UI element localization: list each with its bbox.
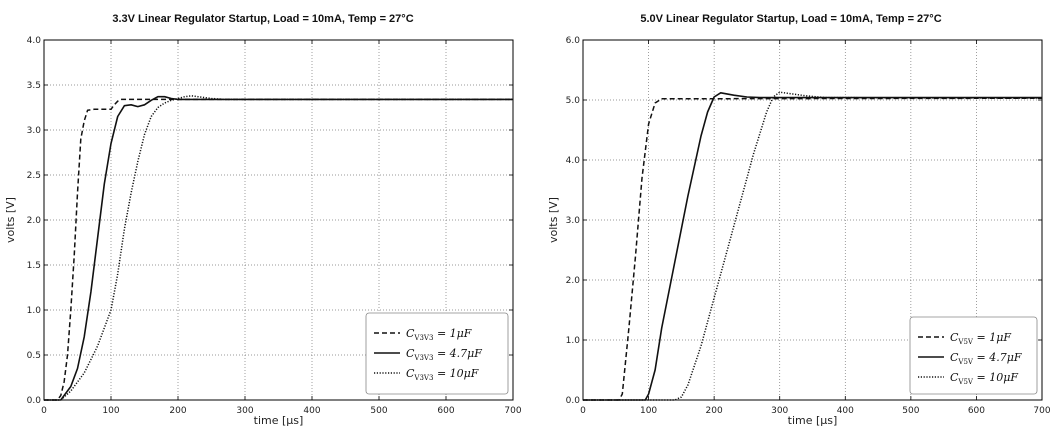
chart-0-legend-label-2-main: C bbox=[406, 367, 415, 380]
chart-0-ylabel: volts [V] bbox=[4, 197, 17, 243]
chart-1-ytick-label-3: 3.0 bbox=[566, 216, 581, 226]
chart-0-ytick-label-6: 3.0 bbox=[27, 126, 42, 136]
chart-0-ytick-label-0: 0.0 bbox=[27, 396, 42, 406]
chart-1-legend-label-2-sub: V5V bbox=[957, 378, 974, 386]
chart-1-ytick-label-4: 4.0 bbox=[566, 156, 581, 166]
chart-0-xtick-label-3: 300 bbox=[236, 406, 253, 416]
chart-0-ytick-label-3: 1.5 bbox=[27, 261, 41, 271]
chart-panel-left: 3.3V Linear Regulator Startup, Load = 10… bbox=[0, 0, 527, 428]
chart-0-ytick-label-5: 2.5 bbox=[27, 171, 41, 181]
chart-1-ylabel: volts [V] bbox=[547, 197, 560, 243]
chart-1-series-1-line bbox=[583, 92, 1042, 401]
chart-1-legend-label-1-sub: V5V bbox=[957, 358, 974, 366]
chart-1-series-2-line bbox=[583, 91, 1043, 401]
chart-1-xtick-label-4: 400 bbox=[837, 406, 854, 416]
chart-0-xtick-label-1: 100 bbox=[102, 406, 119, 416]
chart-0-legend-label-2-sub: V3V3 bbox=[413, 374, 433, 382]
chart-1-legend-label-2: CV5V = 10μF bbox=[950, 371, 1018, 386]
chart-0-legend-label-1-rest: = 4.7μF bbox=[433, 347, 482, 360]
chart-1-ytick-label-5: 5.0 bbox=[566, 96, 581, 106]
chart-0-legend-label-1: CV3V3 = 4.7μF bbox=[406, 347, 482, 362]
chart-0-xtick-label-4: 400 bbox=[303, 406, 320, 416]
chart-0-legend-label-1-main: C bbox=[406, 347, 415, 360]
chart-1-ytick-label-1: 1.0 bbox=[566, 336, 581, 346]
chart-0-legend-label-2-rest: = 10μF bbox=[433, 367, 478, 380]
chart-1-xtick-label-5: 500 bbox=[902, 406, 919, 416]
chart-0-series-2-line bbox=[44, 95, 513, 401]
chart-1-series-0-line bbox=[583, 97, 1043, 401]
chart-1-legend-label-0-main: C bbox=[950, 331, 959, 344]
chart-1-svg: 5.0V Linear Regulator Startup, Load = 10… bbox=[547, 13, 1051, 427]
chart-0-xtick-label-0: 0 bbox=[41, 406, 47, 416]
chart-1-xtick-label-6: 600 bbox=[968, 406, 985, 416]
chart-1-xtick-label-0: 0 bbox=[580, 406, 586, 416]
chart-1-xlabel: time [μs] bbox=[788, 414, 838, 427]
chart-1-grid bbox=[583, 40, 1042, 400]
chart-panel-right: 5.0V Linear Regulator Startup, Load = 10… bbox=[527, 0, 1055, 428]
chart-0-series-0-line bbox=[44, 98, 513, 401]
chart-1-xtick-label-3: 300 bbox=[771, 406, 788, 416]
chart-1-legend-box bbox=[909, 316, 1038, 395]
chart-1-ytick-label-6: 6.0 bbox=[566, 36, 581, 46]
chart-1-legend-label-0-sub: V5V bbox=[957, 338, 974, 346]
chart-0-svg: 3.3V Linear Regulator Startup, Load = 10… bbox=[4, 13, 522, 427]
chart-0-legend-label-0: CV3V3 = 1μF bbox=[406, 327, 472, 342]
chart-1-legend-label-0-rest: = 1μF bbox=[973, 331, 1011, 344]
chart-1-ytick-label-0: 0.0 bbox=[566, 396, 581, 406]
chart-1-xtick-label-7: 700 bbox=[1033, 406, 1050, 416]
chart-0-legend-label-2: CV3V3 = 10μF bbox=[406, 367, 479, 382]
chart-1-legend-label-1-rest: = 4.7μF bbox=[973, 351, 1022, 364]
chart-0-ytick-label-7: 3.5 bbox=[27, 81, 41, 91]
chart-0-series-1-line bbox=[44, 95, 513, 401]
chart-0-legend-label-1-sub: V3V3 bbox=[413, 354, 433, 362]
chart-1-legend-label-0: CV5V = 1μF bbox=[950, 331, 1011, 346]
chart-0-legend-label-0-rest: = 1μF bbox=[433, 327, 471, 340]
chart-0-xlabel: time [μs] bbox=[254, 414, 304, 427]
chart-1-title: 5.0V Linear Regulator Startup, Load = 10… bbox=[640, 13, 941, 25]
chart-0-ytick-label-1: 0.5 bbox=[27, 351, 41, 361]
chart-0-xtick-label-7: 700 bbox=[504, 406, 521, 416]
chart-0-ytick-label-4: 2.0 bbox=[27, 216, 42, 226]
chart-0-xtick-label-2: 200 bbox=[169, 406, 186, 416]
chart-0-title: 3.3V Linear Regulator Startup, Load = 10… bbox=[112, 13, 413, 25]
chart-1-ytick-label-2: 2.0 bbox=[566, 276, 581, 286]
chart-0-xtick-label-6: 600 bbox=[437, 406, 454, 416]
chart-0-legend-box bbox=[365, 312, 509, 395]
chart-1-legend-label-1: CV5V = 4.7μF bbox=[950, 351, 1022, 366]
chart-1-legend-label-1-main: C bbox=[950, 351, 959, 364]
chart-0-ytick-label-8: 4.0 bbox=[27, 36, 42, 46]
chart-1-xtick-label-2: 200 bbox=[706, 406, 723, 416]
chart-1-legend-label-2-rest: = 10μF bbox=[973, 371, 1018, 384]
chart-1-legend-label-2-main: C bbox=[950, 371, 959, 384]
chart-0-legend-label-0-sub: V3V3 bbox=[413, 334, 433, 342]
chart-0-xtick-label-5: 500 bbox=[370, 406, 387, 416]
chart-0-ytick-label-2: 1.0 bbox=[27, 306, 42, 316]
chart-0-legend-label-0-main: C bbox=[406, 327, 415, 340]
chart-1-xtick-label-1: 100 bbox=[640, 406, 657, 416]
